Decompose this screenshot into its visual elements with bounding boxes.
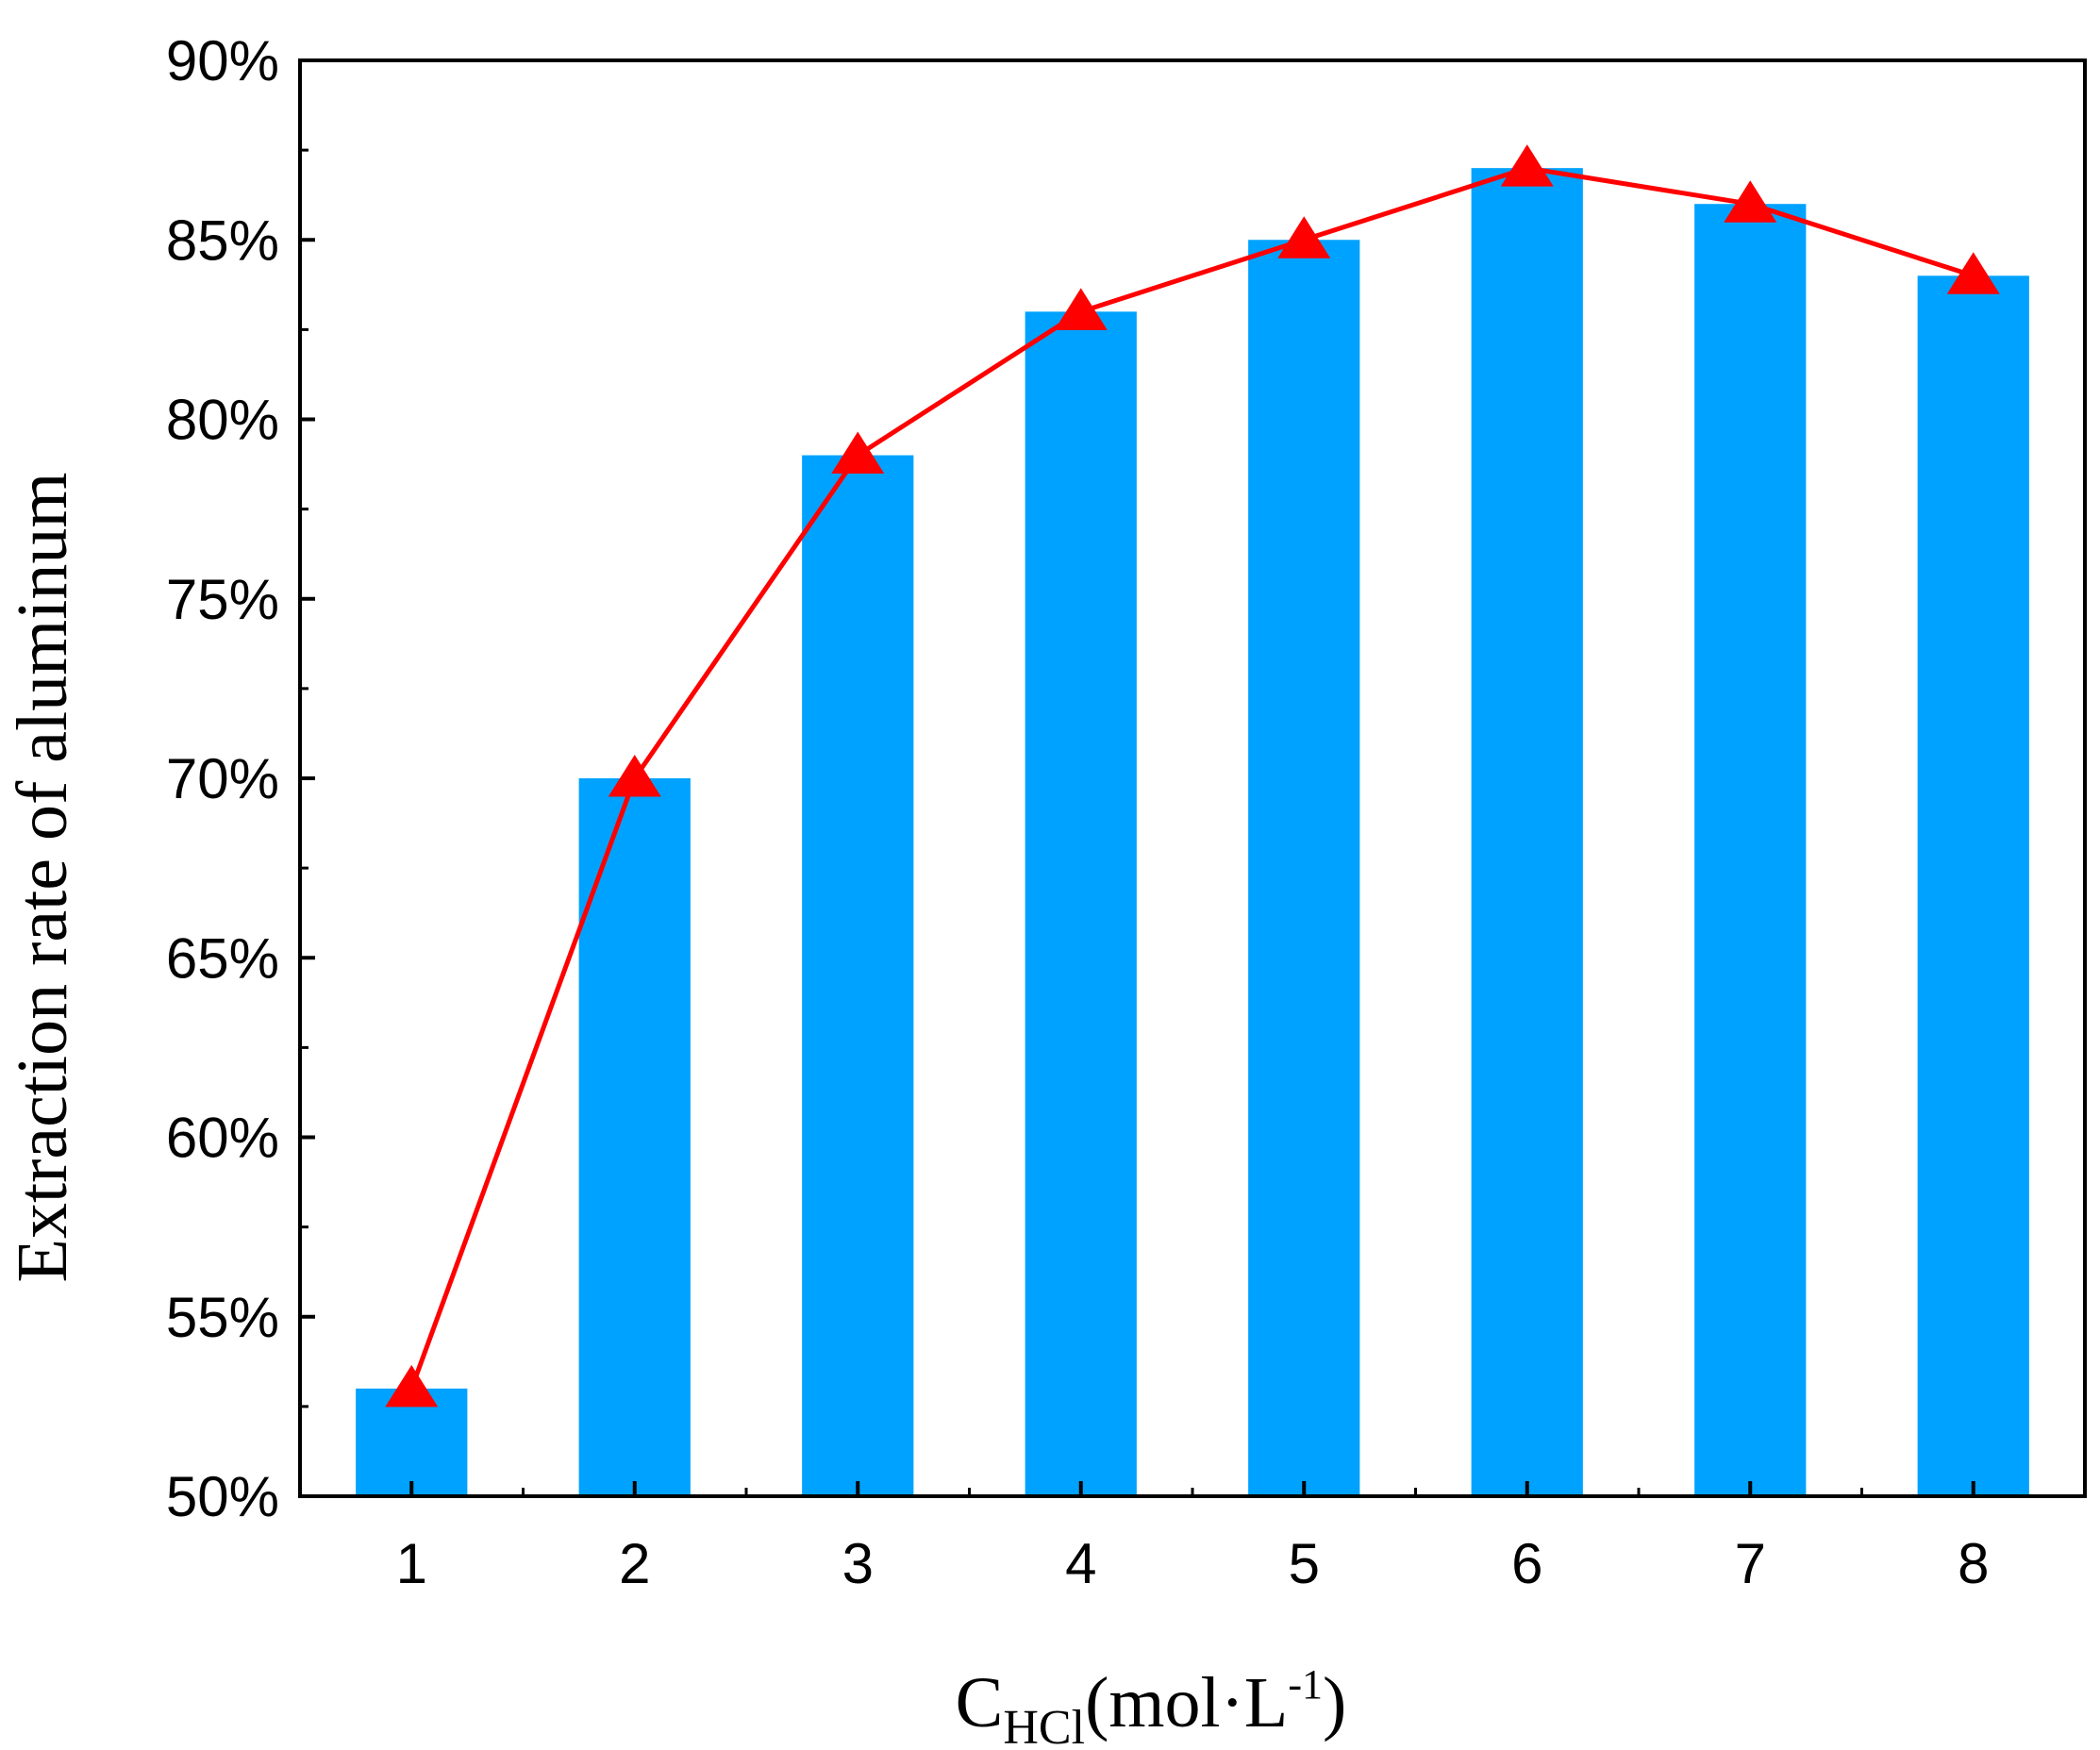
x-tick-label: 8 bbox=[1958, 1532, 1989, 1595]
y-tick-label: 50% bbox=[166, 1465, 279, 1528]
y-tick-label: 65% bbox=[166, 926, 279, 990]
trend-line bbox=[408, 165, 1975, 1390]
bar bbox=[1694, 204, 1807, 1497]
x-axis: 1 2 3 4 5 6 7 8 bbox=[396, 1481, 1989, 1595]
x-axis-title-main: C bbox=[956, 1663, 1004, 1742]
x-axis-title-unit-open: (mol·L bbox=[1085, 1663, 1288, 1742]
line-point-marker bbox=[1724, 180, 1777, 223]
y-tick-label: 60% bbox=[166, 1107, 279, 1170]
x-tick-label: 6 bbox=[1511, 1532, 1542, 1595]
y-tick-label: 90% bbox=[166, 29, 279, 92]
x-tick-label: 2 bbox=[619, 1532, 650, 1595]
x-tick-label: 1 bbox=[396, 1532, 427, 1595]
line-point-marker bbox=[1277, 216, 1331, 258]
bar bbox=[1471, 168, 1583, 1496]
bar bbox=[1917, 275, 2029, 1496]
line-point-marker bbox=[1054, 288, 1108, 330]
x-axis-title-sub: HCl bbox=[1003, 1701, 1085, 1750]
y-tick-label: 80% bbox=[166, 389, 279, 452]
y-tick-label: 55% bbox=[166, 1286, 279, 1349]
x-axis-title: CHCl(mol·L-1) bbox=[956, 1661, 1347, 1750]
bar bbox=[1025, 311, 1137, 1497]
bar bbox=[578, 778, 691, 1496]
x-axis-title-sup: -1 bbox=[1288, 1661, 1323, 1708]
line-series bbox=[385, 144, 2000, 1408]
x-axis-title-unit-close: ) bbox=[1323, 1663, 1346, 1742]
x-tick-label: 4 bbox=[1065, 1532, 1096, 1595]
y-axis-title: Extraction rate of aluminum bbox=[3, 473, 82, 1283]
line-point-marker bbox=[831, 431, 885, 475]
x-tick-label: 5 bbox=[1289, 1532, 1320, 1595]
bar bbox=[1248, 240, 1360, 1496]
x-tick-label: 3 bbox=[842, 1532, 874, 1595]
bar-series bbox=[356, 168, 2029, 1497]
y-axis: 50% 55% 60% 65% 70% 75% 80% 85% 90% bbox=[166, 29, 315, 1528]
bar bbox=[802, 455, 914, 1496]
line-point-marker bbox=[1500, 144, 1554, 187]
y-tick-label: 75% bbox=[166, 568, 279, 631]
y-tick-label: 70% bbox=[166, 747, 279, 810]
x-tick-label: 7 bbox=[1735, 1532, 1766, 1595]
line-point-marker bbox=[608, 755, 661, 797]
line-point-marker bbox=[1946, 252, 2000, 294]
line-point-marker bbox=[385, 1364, 439, 1408]
y-tick-label: 85% bbox=[166, 208, 279, 272]
